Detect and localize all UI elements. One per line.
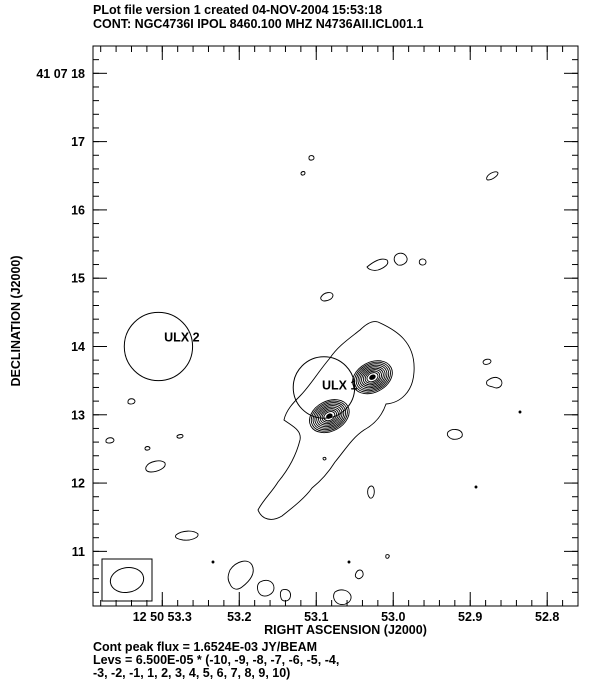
noise-contour	[322, 456, 327, 461]
source-contour	[312, 402, 347, 431]
noise-dot	[474, 485, 478, 489]
noise-dot	[347, 560, 351, 564]
beam-box	[101, 558, 153, 602]
plot-frame	[92, 45, 579, 607]
noise-contour	[308, 155, 315, 161]
y-tick-label: 11	[72, 545, 85, 559]
noise-dot	[211, 560, 215, 564]
source-contour	[314, 403, 345, 429]
peak-flux-text: Cont peak flux = 1.6524E-03 JY/BEAM	[93, 640, 318, 654]
source-contour	[316, 405, 343, 428]
source-contour	[321, 409, 338, 423]
noise-contour	[446, 429, 463, 440]
noise-contour	[257, 579, 275, 597]
x-tick-label: 52.8	[535, 610, 559, 624]
y-tick-label: 17	[71, 135, 85, 149]
y-tick-label: 14	[71, 340, 85, 354]
y-tick-label: 13	[71, 408, 85, 422]
x-tick-label: 53.0	[381, 610, 405, 624]
noise-contour	[320, 292, 334, 302]
noise-contour	[144, 446, 151, 451]
source-contour	[366, 372, 379, 383]
source-contour	[323, 411, 336, 422]
noise-contour	[176, 434, 184, 439]
source-contour	[318, 406, 341, 426]
source-contour	[352, 360, 393, 395]
noise-contour	[393, 252, 408, 266]
source-contour	[359, 366, 386, 389]
levels-line2: -3, -2, -1, 1, 2, 3, 4, 5, 6, 7, 8, 9, 1…	[93, 666, 291, 680]
noise-contour	[482, 358, 492, 365]
x-tick-label: 53.1	[304, 610, 328, 624]
source-contour	[364, 370, 381, 384]
source-contour	[357, 364, 388, 390]
noise-contour	[486, 377, 503, 389]
x-tick-label: 12 50 53.3	[133, 610, 192, 624]
noise-contour	[300, 171, 306, 176]
source-contour	[362, 369, 382, 386]
ulx-label: ULX 1	[322, 378, 357, 392]
noise-contour	[127, 398, 136, 405]
plot-header-line2: CONT: NGC4736I IPOL 8460.100 MHZ N4736AI…	[93, 17, 424, 31]
ulx-marker-circle	[292, 356, 356, 419]
noise-contour	[486, 171, 499, 181]
diffuse-envelope	[257, 321, 415, 520]
noise-contour	[105, 437, 115, 444]
noise-contour	[385, 554, 390, 559]
beam-ellipse	[109, 567, 145, 593]
source-core	[369, 374, 376, 380]
noise-contour	[227, 560, 254, 590]
y-tick-label: 15	[71, 272, 85, 286]
noise-contour	[145, 460, 166, 473]
x-axis-label: RIGHT ASCENSION (J2000)	[264, 623, 427, 637]
y-tick-label: 16	[71, 203, 85, 217]
noise-dot	[518, 410, 522, 414]
source-contour	[353, 361, 391, 393]
source-contour	[361, 367, 384, 387]
y-axis-label: DECLINATION (J2000)	[9, 255, 23, 386]
x-tick-label: 52.9	[458, 610, 482, 624]
y-tick-label: 41 07 18	[36, 67, 85, 81]
source-contour	[355, 363, 390, 392]
noise-contour	[367, 485, 375, 499]
x-tick-label: 53.2	[227, 610, 251, 624]
noise-contour	[279, 589, 291, 602]
noise-contour	[175, 530, 199, 541]
source-contour	[310, 400, 348, 432]
ulx-label: ULX 2	[164, 331, 199, 345]
noise-contour	[354, 569, 364, 580]
source-contour	[319, 408, 339, 425]
noise-contour	[418, 258, 427, 266]
plot-header-line1: PLot file version 1 created 04-NOV-2004 …	[93, 3, 383, 17]
y-tick-label: 12	[71, 477, 85, 491]
levels-line1: Levs = 6.500E-05 * (-10, -9, -8, -7, -6,…	[93, 653, 340, 667]
noise-contour	[366, 258, 389, 271]
noise-contour	[333, 589, 352, 605]
ulx-marker-circle	[123, 311, 194, 382]
